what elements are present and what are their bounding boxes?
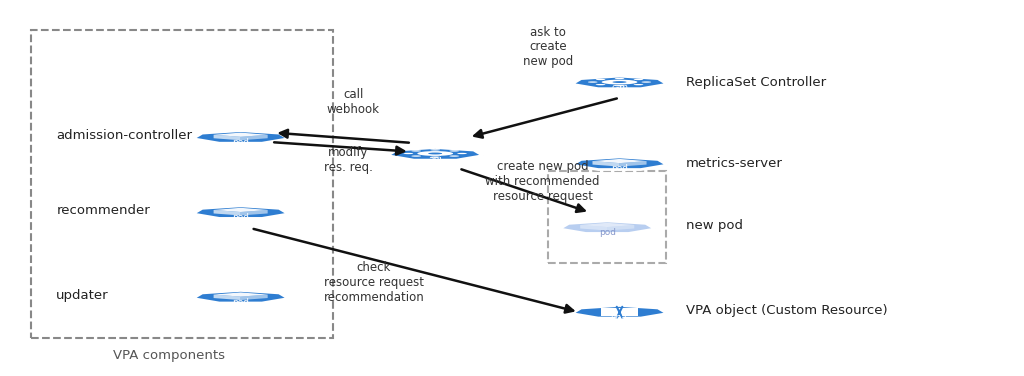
Ellipse shape (634, 84, 643, 85)
Ellipse shape (450, 150, 459, 152)
Text: metrics-server: metrics-server (686, 157, 783, 170)
Text: pod: pod (611, 164, 628, 173)
Polygon shape (571, 157, 668, 170)
Polygon shape (601, 308, 638, 316)
Ellipse shape (641, 81, 651, 83)
Ellipse shape (588, 81, 598, 83)
Polygon shape (571, 305, 668, 318)
Text: c-m: c-m (611, 83, 628, 92)
Polygon shape (620, 161, 646, 167)
Text: new pod: new pod (686, 219, 743, 232)
Polygon shape (571, 76, 668, 89)
Polygon shape (607, 225, 634, 230)
Polygon shape (193, 206, 289, 218)
Text: api: api (428, 155, 442, 164)
Ellipse shape (412, 155, 421, 157)
Text: create new pod
with recommended
resource request: create new pod with recommended resource… (485, 160, 600, 203)
Polygon shape (593, 161, 620, 167)
Text: modify
res. req.: modify res. req. (324, 146, 373, 174)
Text: pod: pod (599, 228, 615, 237)
Polygon shape (581, 225, 607, 230)
Text: pod: pod (232, 297, 249, 306)
Text: admission-controller: admission-controller (56, 129, 193, 142)
Ellipse shape (457, 153, 467, 154)
Text: ReplicaSet Controller: ReplicaSet Controller (686, 76, 826, 89)
Ellipse shape (428, 153, 442, 155)
Polygon shape (214, 293, 267, 297)
Ellipse shape (614, 85, 625, 86)
Text: recommender: recommender (56, 204, 151, 217)
Ellipse shape (614, 78, 625, 79)
Polygon shape (241, 135, 267, 140)
Ellipse shape (612, 81, 627, 83)
Ellipse shape (634, 79, 643, 80)
Ellipse shape (412, 150, 421, 152)
Polygon shape (241, 294, 267, 300)
Polygon shape (387, 147, 483, 160)
Polygon shape (214, 135, 241, 140)
Polygon shape (214, 208, 267, 212)
Text: ask to
create
new pod: ask to create new pod (522, 26, 573, 68)
Ellipse shape (450, 155, 459, 157)
Text: pod: pod (232, 138, 249, 147)
Polygon shape (559, 221, 655, 233)
Polygon shape (193, 290, 289, 303)
Ellipse shape (596, 79, 605, 80)
Polygon shape (593, 159, 646, 163)
Ellipse shape (596, 84, 605, 85)
Ellipse shape (418, 151, 453, 156)
Polygon shape (193, 130, 289, 143)
Polygon shape (581, 223, 634, 227)
Ellipse shape (430, 149, 440, 150)
Text: VPA object (Custom Resource): VPA object (Custom Resource) (686, 304, 888, 317)
Text: check
resource request
recommendation: check resource request recommendation (324, 261, 424, 304)
Polygon shape (241, 210, 267, 215)
Polygon shape (214, 294, 241, 300)
Text: pod: pod (232, 213, 249, 222)
Ellipse shape (403, 153, 414, 154)
Polygon shape (214, 133, 267, 137)
Text: call
webhook: call webhook (327, 88, 380, 115)
Polygon shape (214, 210, 241, 215)
Text: updater: updater (56, 289, 109, 302)
Text: vpa: vpa (611, 312, 628, 321)
Text: VPA components: VPA components (113, 349, 225, 362)
Ellipse shape (430, 156, 440, 158)
Ellipse shape (602, 80, 637, 85)
